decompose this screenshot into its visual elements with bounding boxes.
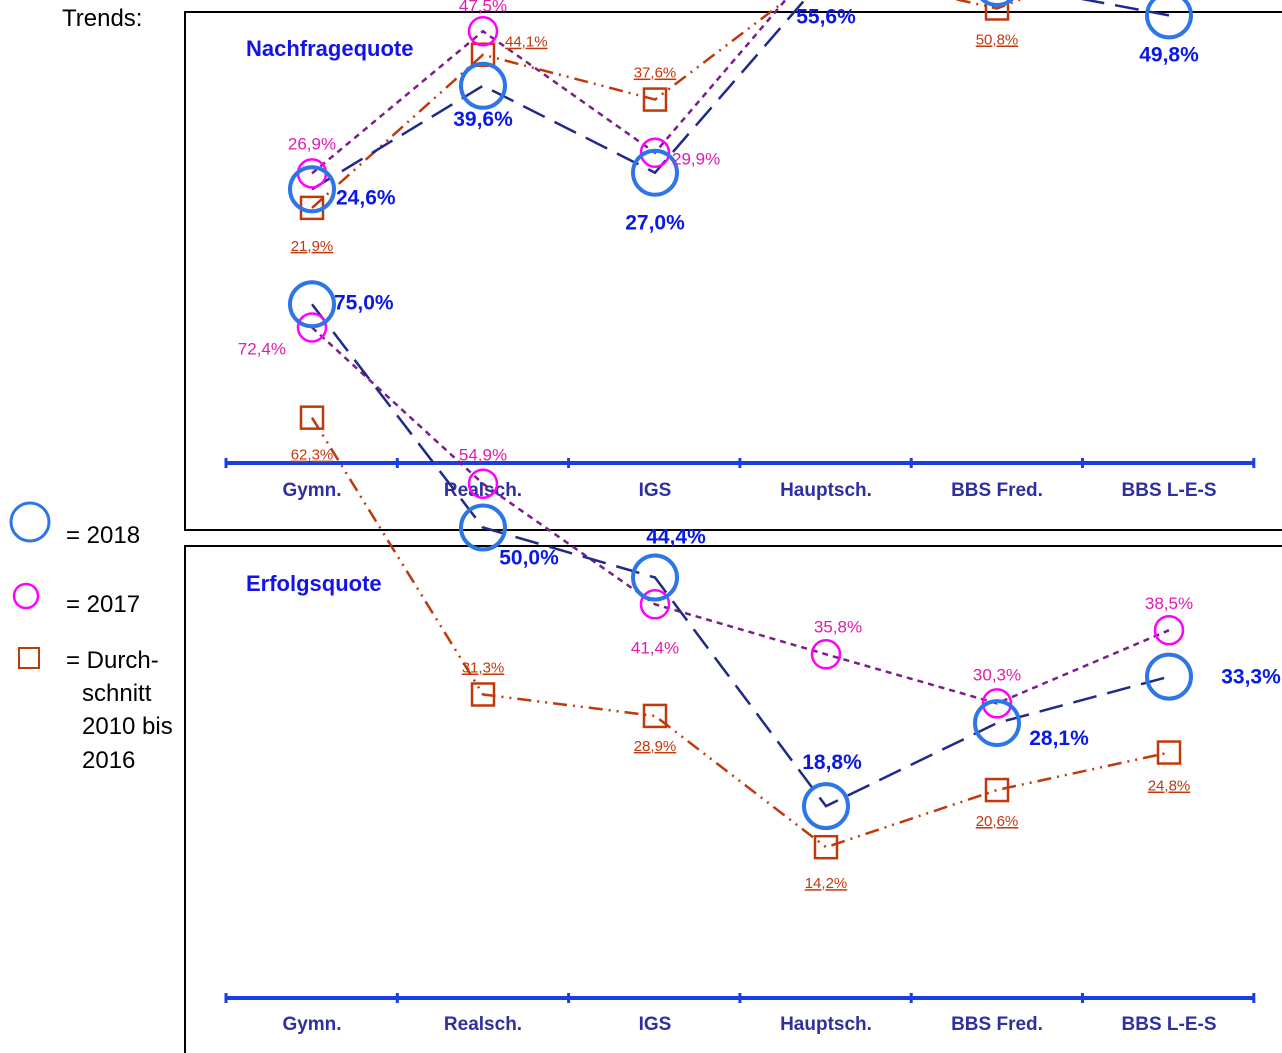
data-label: 31,3%: [462, 659, 505, 676]
data-point-marker: [467, 468, 499, 499]
data-label: 38,5%: [1145, 594, 1193, 613]
data-label: 20,6%: [976, 813, 1019, 830]
data-label: 37,6%: [634, 65, 677, 82]
data-label: 44,4%: [646, 526, 706, 549]
data-label: 21,9%: [291, 238, 334, 255]
data-point-marker: [973, 699, 1021, 748]
data-label: 54,9%: [459, 446, 507, 465]
data-label: 27,0%: [625, 212, 685, 235]
data-label: 44,1%: [505, 34, 548, 51]
data-label: 26,9%: [288, 134, 336, 153]
data-label: 18,8%: [802, 751, 862, 774]
data-point-marker: [288, 280, 336, 329]
data-point-marker: [810, 639, 842, 670]
legend-heading: Trends:: [62, 5, 142, 32]
data-label: 47,5%: [459, 0, 507, 15]
data-point-marker: [470, 682, 496, 707]
legend-2017-label: = 2017: [66, 591, 140, 618]
data-point-marker: [642, 703, 668, 729]
series-line-2018: [311, 303, 1170, 808]
data-label: 24,8%: [1148, 778, 1191, 795]
series-line-Durchschnitt 2010 bis 2016: [311, 0, 1023, 209]
data-label: 72,4%: [238, 339, 286, 358]
data-label: 28,9%: [634, 738, 677, 755]
nachfrage-chart: Gymn. Realsch. IGS Hauptsch. BBS Fred. BBS L-…: [224, 0, 1256, 501]
data-point-marker: [1145, 0, 1193, 40]
category-tick-label: Hauptsch.: [780, 480, 872, 501]
legend-2017-circle-icon: [12, 582, 40, 610]
data-point-marker: [459, 503, 507, 552]
legend: Trends: = 2018 = 2017 = Durch- schnitt 2…: [9, 5, 173, 774]
data-label: 75,0%: [334, 291, 394, 314]
data-point-marker: [1156, 740, 1182, 765]
legend-2018-circle-icon: [9, 501, 51, 543]
data-point-marker: [813, 834, 839, 860]
legend-average-line-2: schnitt: [82, 680, 152, 707]
category-tick-label: Gymn.: [282, 1014, 341, 1035]
erfolg-chart-title: Erfolgsquote: [246, 571, 382, 596]
legend-average-line-3: 2010 bis: [82, 713, 173, 740]
data-point-marker: [1145, 652, 1193, 701]
data-point-marker: [639, 137, 671, 168]
category-tick-label: BBS L-E-S: [1122, 480, 1217, 501]
data-point-marker: [802, 782, 850, 831]
series-line-2017: [311, 0, 788, 175]
data-label: 50,8%: [976, 31, 1019, 48]
data-label: 30,3%: [973, 665, 1021, 684]
data-point-marker: [288, 165, 336, 214]
data-point-marker: [467, 16, 499, 47]
data-point-marker: [296, 312, 328, 343]
data-label: 39,6%: [453, 108, 513, 131]
series-line-2018: [311, 0, 1170, 191]
data-label: 28,1%: [1029, 727, 1089, 750]
category-tick-label: BBS L-E-S: [1122, 1014, 1217, 1035]
data-point-marker: [642, 87, 668, 112]
erfolg-panel-frame: [184, 545, 1282, 1053]
data-label: 50,0%: [499, 547, 559, 570]
category-tick-label: IGS: [639, 480, 672, 501]
data-point-marker: [980, 0, 1014, 7]
data-point-marker: [1153, 614, 1185, 646]
category-tick-label: Gymn.: [282, 480, 341, 501]
legend-2018-label: = 2018: [66, 522, 140, 549]
data-label: 24,6%: [336, 186, 396, 209]
series-line-2017: [311, 326, 1170, 705]
category-tick-label: Realsch.: [444, 1014, 522, 1035]
data-label: 14,2%: [805, 875, 848, 892]
data-point-marker: [631, 148, 679, 197]
category-tick-label: BBS Fred.: [951, 480, 1043, 501]
data-label: 55,6%: [796, 5, 856, 28]
erfolg-chart: Gymn. Realsch. IGS Hauptsch. BBS Fred. BBS L-…: [224, 280, 1281, 1035]
nachfrage-panel-frame: [184, 11, 1282, 531]
data-point-marker: [984, 0, 1010, 21]
data-label: 62,3%: [291, 447, 334, 464]
data-point-marker: [459, 61, 507, 110]
data-label: 49,8%: [1139, 43, 1199, 66]
legend-average-line-4: 2016: [82, 747, 135, 774]
legend-average-square-icon: [18, 647, 40, 669]
category-tick-label: Hauptsch.: [780, 1014, 872, 1035]
data-label: 33,3%: [1221, 666, 1281, 689]
data-label: 29,9%: [672, 150, 720, 169]
data-point-marker: [984, 777, 1010, 803]
data-label: 35,8%: [814, 617, 862, 636]
legend-average-line-1: = Durch-: [66, 647, 159, 674]
category-tick-label: BBS Fred.: [951, 1014, 1043, 1035]
category-tick-label: Realsch.: [444, 480, 522, 501]
category-tick-label: IGS: [639, 1014, 672, 1035]
nachfrage-chart-title: Nachfragequote: [246, 36, 413, 61]
data-label: 41,4%: [631, 638, 679, 657]
data-point-marker: [639, 589, 671, 620]
data-point-marker: [981, 688, 1013, 719]
data-point-marker: [299, 405, 325, 430]
data-point-marker: [631, 553, 679, 602]
